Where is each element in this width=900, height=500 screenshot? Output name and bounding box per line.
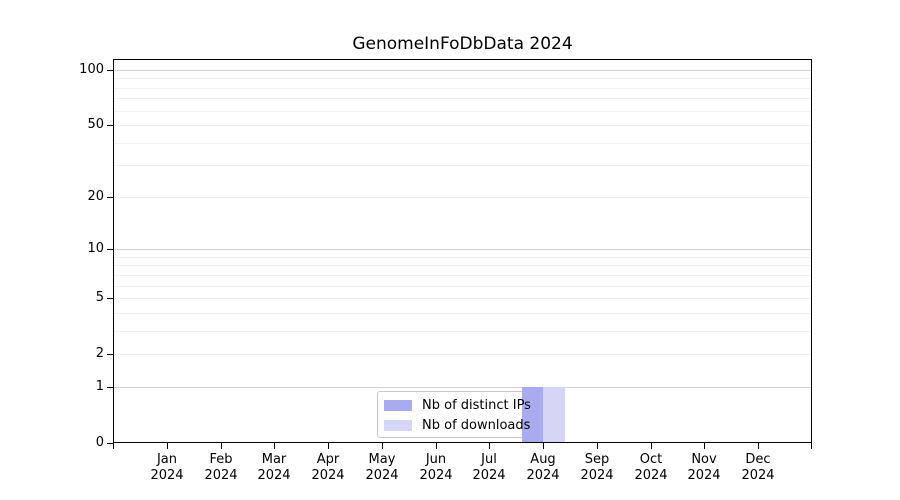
y-gridline-minor xyxy=(114,257,811,258)
x-tick-mark xyxy=(758,443,759,449)
x-axis-edge-tick xyxy=(811,443,812,449)
x-tick-month: Mar xyxy=(261,452,287,467)
y-gridline-minor xyxy=(114,275,811,276)
y-tick-mark xyxy=(107,70,113,71)
legend-swatch xyxy=(384,400,412,411)
x-tick-mark xyxy=(436,443,437,449)
x-tick-month: Jun xyxy=(425,452,447,467)
y-tick-label: 100 xyxy=(79,62,104,77)
y-gridline-minor xyxy=(114,165,811,166)
x-axis-edge-tick xyxy=(113,443,114,449)
y-gridline-minor xyxy=(114,331,811,332)
legend-swatch xyxy=(384,420,412,431)
x-tick-mark xyxy=(651,443,652,449)
plot-area-frame xyxy=(113,59,812,443)
y-tick-label: 50 xyxy=(87,117,104,132)
y-tick-mark xyxy=(107,197,113,198)
x-tick-month: Sep xyxy=(584,452,610,467)
x-tick-label: Aug 2024 xyxy=(515,452,571,484)
y-tick-label: 10 xyxy=(87,241,104,256)
x-tick-label: Feb 2024 xyxy=(193,452,249,484)
x-tick-year: 2024 xyxy=(365,468,399,483)
x-tick-year: 2024 xyxy=(472,468,506,483)
chart-title: GenomeInFoDbData 2024 xyxy=(352,34,573,54)
y-gridline-minor xyxy=(114,265,811,266)
y-gridline-minor xyxy=(114,197,811,198)
y-tick-mark xyxy=(107,125,113,126)
x-tick-year: 2024 xyxy=(204,468,238,483)
x-tick-mark xyxy=(382,443,383,449)
x-tick-label: Apr 2024 xyxy=(300,452,356,484)
y-gridline-minor xyxy=(114,98,811,99)
x-tick-year: 2024 xyxy=(526,468,560,483)
y-tick-label: 2 xyxy=(95,346,104,361)
x-tick-year: 2024 xyxy=(634,468,668,483)
x-tick-label: May 2024 xyxy=(354,452,410,484)
x-tick-mark xyxy=(597,443,598,449)
y-gridline-minor xyxy=(114,313,811,314)
y-gridline-minor xyxy=(114,78,811,79)
y-tick-mark xyxy=(107,354,113,355)
x-tick-year: 2024 xyxy=(419,468,453,483)
legend-frame xyxy=(377,391,544,438)
x-tick-month: May xyxy=(368,452,396,467)
x-tick-label: Mar 2024 xyxy=(246,452,302,484)
y-tick-label: 5 xyxy=(95,290,104,305)
y-gridline-minor xyxy=(114,111,811,112)
x-tick-month: Aug xyxy=(530,452,556,467)
x-tick-mark xyxy=(704,443,705,449)
x-tick-year: 2024 xyxy=(580,468,614,483)
x-tick-month: Jan xyxy=(156,452,178,467)
x-tick-year: 2024 xyxy=(150,468,184,483)
x-tick-mark xyxy=(489,443,490,449)
x-tick-label: Nov 2024 xyxy=(676,452,732,484)
y-gridline-minor xyxy=(114,298,811,299)
y-tick-mark xyxy=(107,249,113,250)
y-gridline-minor xyxy=(114,88,811,89)
x-tick-year: 2024 xyxy=(257,468,291,483)
x-tick-month: Dec xyxy=(745,452,771,467)
y-gridline-major xyxy=(114,70,811,71)
x-tick-mark xyxy=(274,443,275,449)
x-tick-label: Jul 2024 xyxy=(461,452,517,484)
x-tick-label: Oct 2024 xyxy=(623,452,679,484)
legend-label: Nb of downloads xyxy=(422,418,531,433)
x-tick-mark xyxy=(221,443,222,449)
y-gridline-minor xyxy=(114,354,811,355)
y-gridline-major xyxy=(114,249,811,250)
legend-label: Nb of distinct IPs xyxy=(422,397,531,413)
bar-distinct-ips xyxy=(521,387,544,442)
x-tick-year: 2024 xyxy=(311,468,345,483)
x-tick-label: Dec 2024 xyxy=(730,452,786,484)
x-tick-month: Jul xyxy=(481,452,497,467)
x-tick-month: Oct xyxy=(639,452,663,467)
x-tick-label: Jan 2024 xyxy=(139,452,195,484)
y-gridline-minor xyxy=(114,125,811,126)
y-gridline-minor xyxy=(114,286,811,287)
x-tick-month: Nov xyxy=(691,452,717,467)
x-tick-month: Feb xyxy=(209,452,233,467)
y-tick-label: 1 xyxy=(95,379,104,394)
y-gridline-minor xyxy=(114,143,811,144)
y-tick-label: 20 xyxy=(87,189,104,204)
bar-downloads xyxy=(543,387,565,442)
y-tick-mark xyxy=(107,387,113,388)
x-tick-mark xyxy=(543,443,544,449)
x-tick-mark xyxy=(167,443,168,449)
x-tick-mark xyxy=(328,443,329,449)
x-tick-year: 2024 xyxy=(741,468,775,483)
x-tick-month: Apr xyxy=(316,452,340,467)
x-tick-label: Jun 2024 xyxy=(408,452,464,484)
x-tick-label: Sep 2024 xyxy=(569,452,625,484)
y-tick-mark xyxy=(107,298,113,299)
x-tick-year: 2024 xyxy=(687,468,721,483)
y-tick-label: 0 xyxy=(95,435,104,450)
y-tick-mark xyxy=(107,443,113,444)
y-gridline-major xyxy=(114,387,811,388)
